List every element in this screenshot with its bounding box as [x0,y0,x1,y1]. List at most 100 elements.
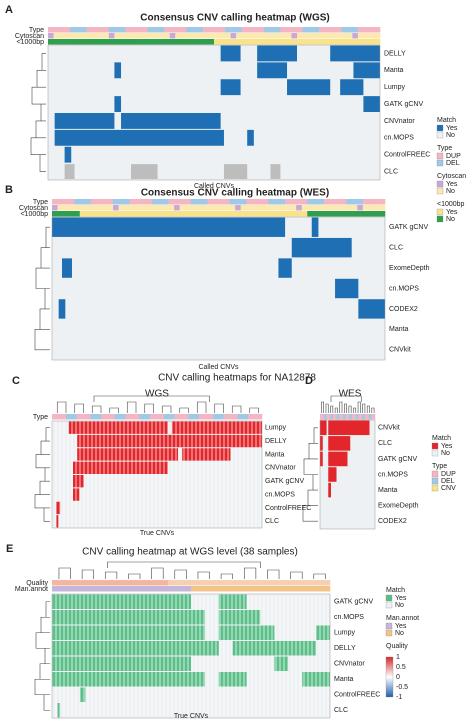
annotation-cell [323,205,330,211]
row-label: GATK gCNV [389,224,428,231]
annotation-cell [334,414,336,420]
annotation-cell [191,586,196,592]
annotation-cell [327,414,329,420]
annotation-cell [79,199,86,205]
annotation-cell [169,27,176,33]
row-label: cn.MOPS [265,491,295,498]
row-label: Lumpy [265,425,287,432]
annotation-cell [319,39,325,45]
annotation-cell [179,211,186,217]
section-title: CNV calling heatmaps for NA12878 [158,373,316,384]
row-label: CNVkit [378,425,400,432]
annotation-cell [335,414,337,420]
annotation-cell [372,414,374,420]
panel-title: CNV calling heatmap at WGS level (38 sam… [82,547,298,558]
annotation-cell [89,580,94,586]
annotation-cell [68,205,75,211]
annotation-cell [240,205,247,211]
legend-swatch [431,484,439,492]
annotation-cell [258,33,265,39]
legend-item: Yes [395,595,407,602]
annotation-cell [114,33,121,39]
annotation-cell [290,211,297,217]
annotation-cell [96,199,103,205]
annotation-cell [206,414,210,420]
heat-block [52,641,219,656]
annotation-cell [320,586,326,592]
heat-block [68,421,168,434]
annotation-cell [326,414,328,420]
annotation-cell [241,586,247,592]
annotation-cell [68,211,75,217]
annotation-cell [191,33,198,39]
annotation-cell [364,414,367,420]
annotation-cell [368,27,375,33]
annotation-cell [318,205,325,211]
annotation-cell [163,586,169,592]
legend-swatch [385,601,393,609]
annotation-cell [214,586,220,592]
annotation-cell [63,211,69,217]
panel-label: E [6,543,13,555]
annotation-cell [363,27,370,33]
heat-block [328,482,331,498]
annotation-cell [96,205,103,211]
annotation-cell [236,39,242,45]
annotation-cell [208,33,215,39]
annotation-cell [341,414,343,420]
annotation-cell [97,27,104,33]
annotation-cell [200,586,206,592]
heat-block [64,146,72,163]
annotation-cell [209,414,214,420]
annotation-cell [251,205,258,211]
heat-block [218,625,275,640]
annotation-cell [87,414,91,420]
annotation-cell [66,414,70,420]
panel-label: D [305,375,313,387]
annotation-label: Quality [26,580,48,587]
annotation-cell [240,199,247,205]
annotation-cell [101,211,108,217]
row-label: Manta [378,487,398,494]
annotation-cell [308,27,314,33]
annotation-cell [230,39,237,45]
annotation-cell [98,580,104,586]
panel-label: C [12,375,20,387]
annotation-cell [353,414,355,420]
annotation-cell [135,580,141,586]
annotation-cell [186,33,193,39]
annotation-cell [147,39,154,45]
annotation-cell [80,414,84,420]
annotation-cell [236,27,242,33]
annotation-cell [297,586,303,592]
annotation-cell [146,211,153,217]
annotation-cell [119,27,126,33]
annotation-cell [172,580,178,586]
legend-title: Man.annot [386,615,419,622]
annotation-cell [333,414,335,420]
annotation-cell [269,33,276,39]
annotation-cell [158,580,164,586]
annotation-cell [57,205,64,211]
annotation-cell [269,580,275,586]
annotation-cell [257,205,264,211]
annotation-cell [207,205,214,211]
heat-block [328,451,348,467]
annotation-cell [234,414,238,420]
annotation-cell [228,586,233,592]
annotation-cell [56,586,62,592]
annotation-cell [321,414,324,420]
panel-title: Consensus CNV calling heatmap (WES) [141,188,329,199]
annotation-cell [70,33,76,39]
annotation-cell [356,414,358,420]
annotation-cell [75,33,82,39]
legend-item: Yes [446,125,458,132]
annotation-cell [229,199,236,205]
legend-title: Type [437,145,452,152]
column-dendrogram [321,395,375,413]
annotation-cell [164,33,171,39]
row-label: CODEX2 [378,518,407,525]
heat-block [220,79,241,96]
annotation-cell [209,580,215,586]
row-label: ControlFREEC [334,692,380,699]
